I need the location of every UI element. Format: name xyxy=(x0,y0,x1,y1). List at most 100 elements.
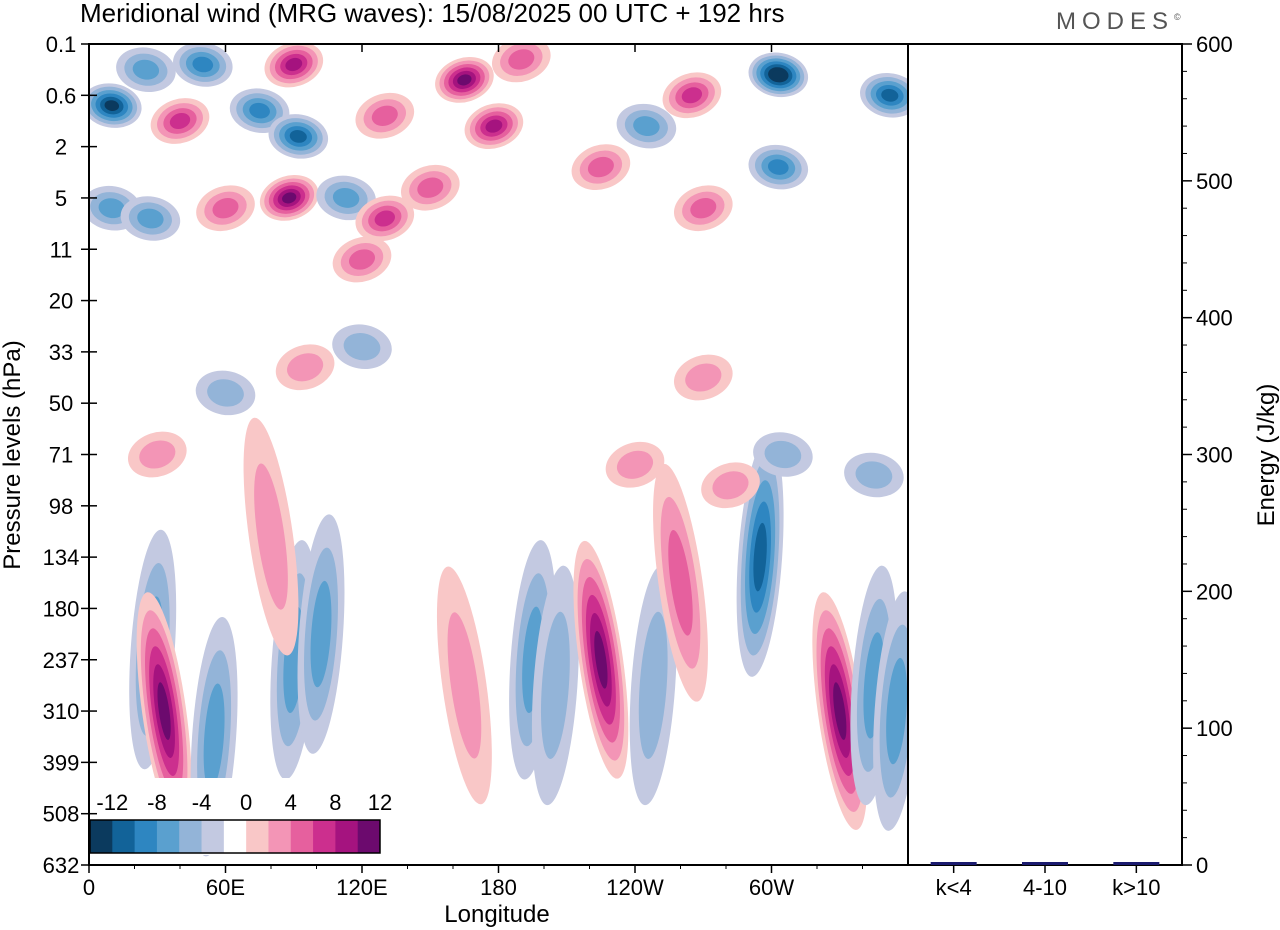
y-tick-label: 98 xyxy=(49,494,73,519)
contour-level xyxy=(417,177,444,198)
x-tick-label: 60E xyxy=(206,875,245,900)
y-tick-label: 20 xyxy=(49,289,73,314)
contour-level xyxy=(203,683,225,790)
contour-blob xyxy=(196,185,255,232)
y-tick-label: 0.6 xyxy=(46,83,77,108)
x-tick-label: 0 xyxy=(83,875,95,900)
colorbar-swatch xyxy=(268,820,292,853)
contour-level xyxy=(764,440,802,469)
contour-blob xyxy=(332,236,392,283)
contour-blob xyxy=(464,103,524,149)
contour-blob xyxy=(355,195,415,242)
contour-blob xyxy=(355,92,415,139)
colorbar-swatch xyxy=(90,820,113,853)
colorbar-swatch xyxy=(290,820,314,853)
colorbar-swatch xyxy=(357,820,381,853)
y-tick-label: 134 xyxy=(43,545,80,570)
contour-level xyxy=(881,88,899,102)
brand-mark: © xyxy=(1174,12,1181,22)
colorbar-swatch xyxy=(335,820,359,853)
contour-level xyxy=(767,159,789,175)
energy-tick-label: 200 xyxy=(1196,579,1233,604)
contour-level xyxy=(753,522,767,592)
colorbar-label: 4 xyxy=(285,790,297,815)
contour-level xyxy=(310,580,332,688)
energy-tick-label: 100 xyxy=(1196,716,1233,741)
contour-level xyxy=(508,49,535,70)
contour-level xyxy=(332,187,360,208)
brand-name: MODES xyxy=(1056,8,1175,35)
y-tick-label: 5 xyxy=(55,186,67,211)
contour-blob xyxy=(259,175,319,221)
contour-layer xyxy=(89,44,908,857)
contour-level xyxy=(139,440,176,469)
contour-blob xyxy=(860,73,908,118)
contour-blob xyxy=(435,57,494,103)
heatmap-field xyxy=(89,44,908,857)
contour-level xyxy=(132,59,160,80)
contour-level xyxy=(157,682,171,740)
contour-blob xyxy=(571,144,631,190)
contour-blob xyxy=(116,47,176,92)
colorbar-label: -12 xyxy=(96,790,128,815)
contour-level xyxy=(249,102,270,119)
contour-level xyxy=(282,192,297,204)
colorbar-swatch xyxy=(112,820,136,853)
y-tick-label: 180 xyxy=(43,596,80,621)
contour-blob xyxy=(531,565,579,806)
contour-level xyxy=(685,363,722,392)
energy-bar xyxy=(1022,862,1068,865)
y-tick-label: 632 xyxy=(43,853,80,878)
y-tick-label: 50 xyxy=(49,391,73,416)
contour-blob xyxy=(275,344,335,391)
contour-blob xyxy=(127,431,187,478)
contour-blob xyxy=(573,540,629,779)
energy-tick-label: 500 xyxy=(1196,169,1233,194)
contour-level xyxy=(348,249,376,270)
contour-level xyxy=(254,463,288,610)
y-axis-title: Pressure levels (hPa) xyxy=(0,340,26,569)
contour-level xyxy=(98,198,126,219)
energy-frame xyxy=(907,43,1183,866)
colorbar-swatch xyxy=(313,820,336,853)
contour-level xyxy=(104,100,120,111)
contour-blob xyxy=(753,432,813,477)
x-tick-label: 120E xyxy=(336,875,387,900)
axes-layer: 0.1 0.6 2 5 11 20 33 50 71 98 134 180 237 310 399 508 63… xyxy=(43,32,1233,900)
contour-blob xyxy=(332,324,392,369)
contour-level xyxy=(343,333,381,361)
contour-level xyxy=(137,208,164,229)
contour-level xyxy=(772,70,785,80)
brand-logo: MODES© xyxy=(1056,8,1181,36)
contour-blob xyxy=(136,592,192,830)
contour-blob xyxy=(400,164,460,211)
contour-blob xyxy=(436,566,492,805)
contour-level xyxy=(285,57,303,72)
colorbar-swatch xyxy=(179,820,203,853)
contour-level xyxy=(886,657,908,765)
contour-level xyxy=(169,113,191,129)
contour-blob xyxy=(873,591,908,831)
contour-blob xyxy=(268,114,329,159)
contour-level xyxy=(457,74,472,86)
energy-category-label: k>10 xyxy=(1112,875,1160,900)
colorbar-swatch xyxy=(156,820,180,853)
contour-blob xyxy=(195,370,256,416)
colorbar-label: -4 xyxy=(192,790,212,815)
colorbar-label: -8 xyxy=(147,790,167,815)
y-tick-label: 2 xyxy=(55,135,67,160)
contour-level xyxy=(289,130,307,143)
colorbar-label: 8 xyxy=(329,790,341,815)
x-tick-label: 120W xyxy=(606,875,664,900)
contour-blob xyxy=(243,417,299,656)
contour-blob xyxy=(316,175,376,221)
contour-blob xyxy=(120,196,181,241)
contour-blob xyxy=(173,44,233,87)
contour-level xyxy=(681,87,703,104)
contour-blob xyxy=(616,103,677,149)
y-tick-label: 11 xyxy=(50,237,73,262)
contour-blob xyxy=(748,52,809,98)
contour-blob xyxy=(89,83,142,128)
contour-level xyxy=(668,530,693,636)
contour-blob xyxy=(491,44,551,83)
